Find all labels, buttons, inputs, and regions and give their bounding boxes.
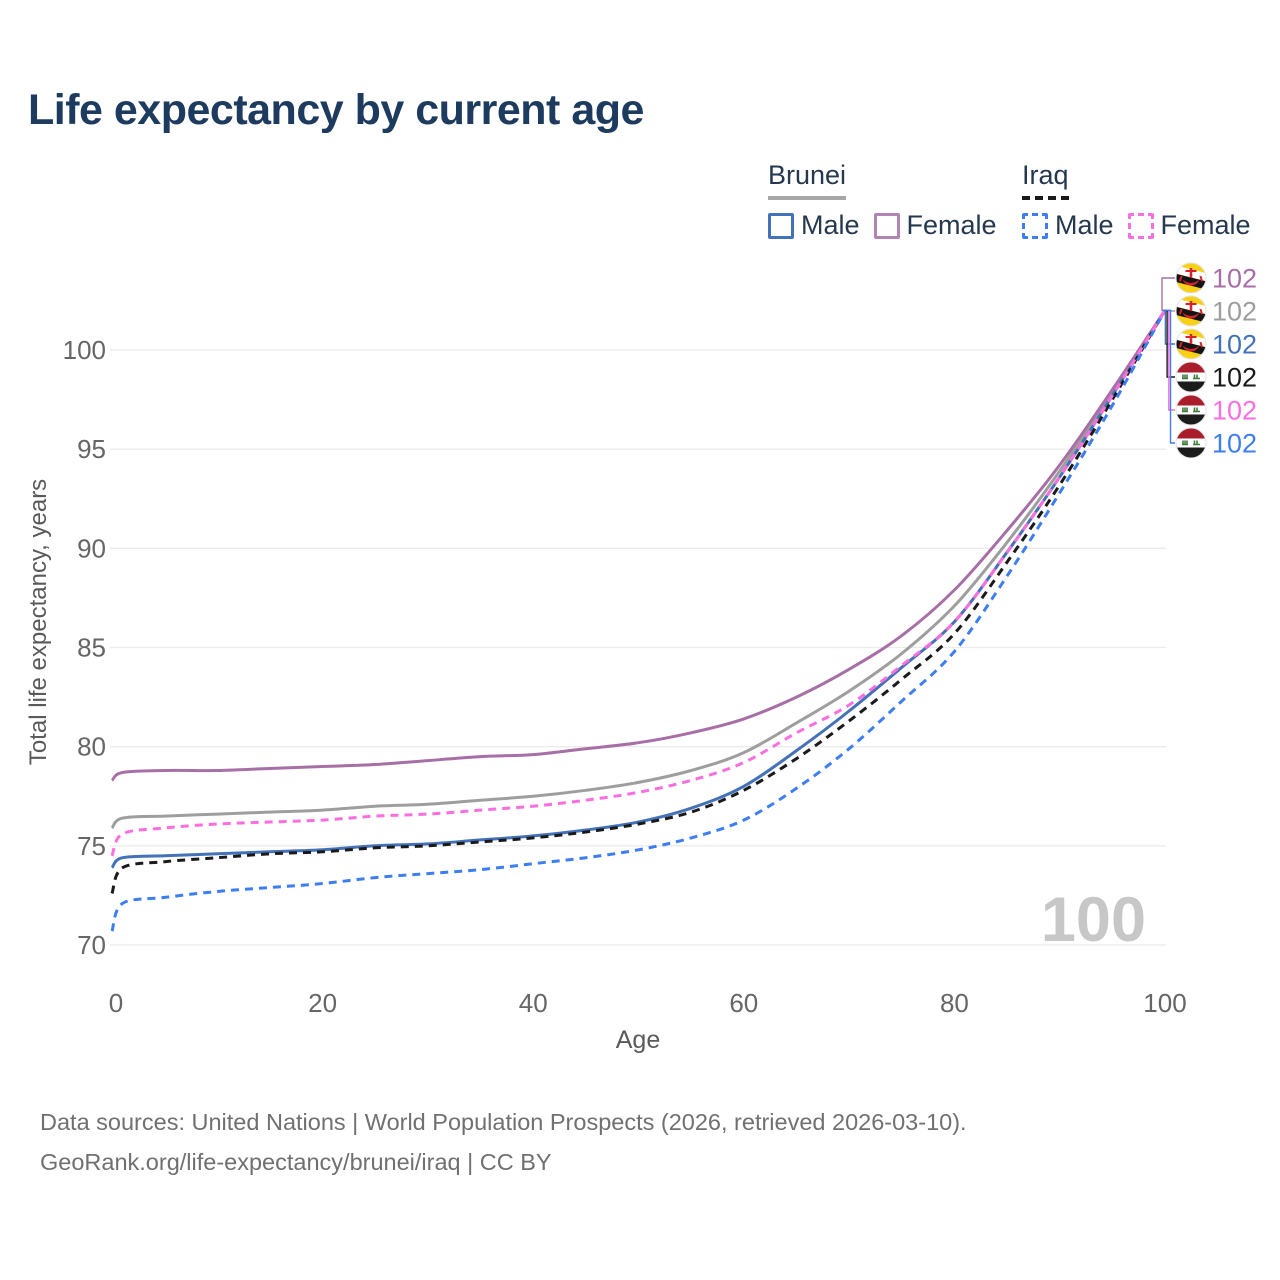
y-tick-label-85: 85 — [77, 633, 106, 663]
brunei-flag-icon — [1175, 295, 1207, 327]
legend-entry-iraq-female[interactable]: Female — [1127, 210, 1251, 241]
x-tick-label-40: 40 — [519, 988, 548, 1018]
y-tick-label-70: 70 — [77, 930, 106, 960]
brunei-female-line-swatch-icon — [873, 212, 900, 239]
legend-group-iraq: Iraq Male Female — [1022, 160, 1251, 241]
end-value-label-brunei-female: 102 — [1212, 264, 1257, 294]
legend-entry-label: Male — [801, 210, 860, 240]
series-line-iraq-female[interactable] — [110, 309, 1167, 857]
legend-entry-label: Female — [1160, 210, 1251, 240]
y-tick-label-80: 80 — [77, 732, 106, 762]
legend-entry-brunei-male[interactable]: Male — [768, 210, 860, 241]
series-line-iraq[interactable] — [110, 309, 1167, 894]
brunei-male-line-swatch-icon — [768, 212, 794, 239]
y-tick-label-75: 75 — [77, 831, 106, 861]
x-tick-label-80: 80 — [940, 988, 969, 1018]
legend-entry-label: Female — [906, 210, 997, 240]
legend-entry-brunei-female[interactable]: Female — [873, 210, 997, 241]
end-value-label-brunei: 102 — [1212, 297, 1257, 327]
age-indicator-watermark: 100 — [1041, 885, 1146, 955]
y-tick-label-95: 95 — [77, 434, 106, 464]
end-connector-brunei-female — [1161, 277, 1175, 311]
iraq-flag-icon — [1175, 427, 1207, 459]
x-axis-title: Age — [616, 1026, 660, 1054]
x-tick-label-0: 0 — [109, 988, 123, 1018]
legend-entry-iraq-male[interactable]: Male — [1022, 210, 1114, 241]
series-line-iraq-male[interactable] — [110, 309, 1167, 932]
footer-attribution: GeoRank.org/life-expectancy/brunei/iraq … — [40, 1149, 552, 1175]
y-tick-label-90: 90 — [77, 533, 106, 563]
legend-group-iraq-header: Iraq — [1022, 160, 1069, 200]
brunei-flag-icon — [1175, 262, 1207, 294]
end-connector-iraq-male — [1163, 309, 1175, 444]
page-title: Life expectancy by current age — [28, 86, 644, 134]
x-tick-label-20: 20 — [308, 988, 337, 1018]
y-tick-label-100: 100 — [63, 335, 106, 365]
legend-row-iraq: Male Female — [1022, 210, 1251, 241]
iraq-flag-icon — [1175, 394, 1207, 426]
y-axis-title: Total life expectancy, years — [25, 479, 52, 765]
end-value-label-iraq: 102 — [1212, 363, 1257, 393]
footer-data-sources: Data sources: United Nations | World Pop… — [40, 1109, 967, 1135]
legend-entry-label: Male — [1055, 210, 1114, 240]
series-line-brunei-female[interactable] — [110, 309, 1167, 782]
end-value-label-brunei-male: 102 — [1212, 330, 1257, 360]
end-value-label-iraq-female: 102 — [1212, 396, 1257, 426]
iraq-flag-icon — [1175, 361, 1207, 393]
footer: Data sources: United Nations | World Pop… — [40, 1102, 967, 1182]
series-line-brunei[interactable] — [110, 309, 1167, 830]
iraq-male-line-swatch-icon — [1022, 212, 1048, 239]
iraq-female-line-swatch-icon — [1127, 212, 1154, 239]
end-value-label-iraq-male: 102 — [1212, 429, 1257, 459]
brunei-flag-icon — [1175, 328, 1207, 360]
x-tick-label-100: 100 — [1143, 988, 1186, 1018]
series-line-brunei-male[interactable] — [110, 309, 1167, 869]
legend-group-brunei-header: Brunei — [768, 160, 847, 200]
legend-row-brunei: Male Female — [768, 210, 997, 241]
legend-group-brunei: Brunei Male Female — [768, 160, 997, 241]
x-tick-label-60: 60 — [729, 988, 758, 1018]
